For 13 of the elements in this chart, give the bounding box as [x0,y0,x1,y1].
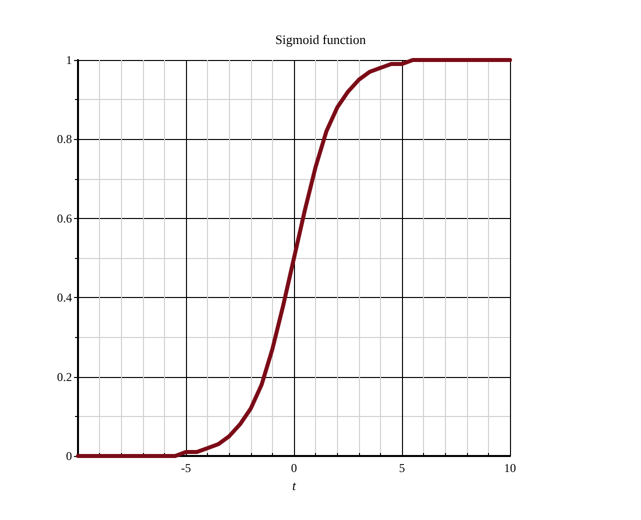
x-tick-label: -5 [181,461,191,475]
y-tick-label: 0.4 [57,290,72,305]
x-tick-label: 0 [291,461,297,475]
y-tick-label: 1 [66,53,72,67]
y-tick-label: 0.6 [57,211,72,226]
y-tick-label: 0 [66,449,72,463]
x-axis-title: t [292,478,296,493]
y-tick-label: 0.2 [57,370,72,384]
x-tick-label: 5 [399,461,405,475]
y-tick-label: 0.8 [57,132,72,146]
chart-title: Sigmoid function [275,32,366,47]
line-series [76,58,512,458]
x-tick-label: 10 [504,461,516,475]
